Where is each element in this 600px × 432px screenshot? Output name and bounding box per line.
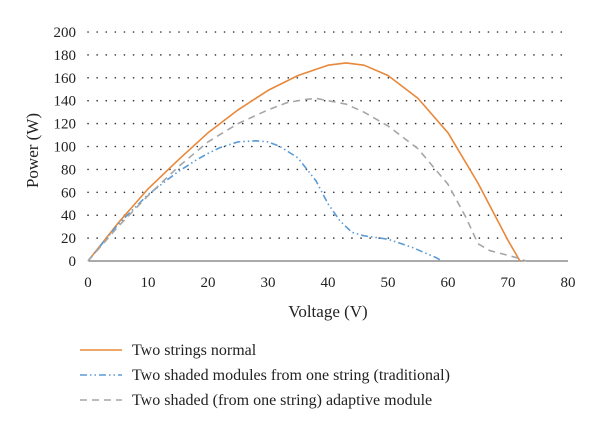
- y-tick-label: 180: [54, 48, 77, 64]
- x-tick-label: 40: [321, 275, 336, 291]
- series-line-3: [87, 97, 527, 262]
- x-axis-title: Voltage (V): [288, 302, 367, 321]
- y-tick-label: 160: [54, 71, 77, 87]
- legend-label-3: Two shaded (from one string) adaptive mo…: [132, 392, 432, 409]
- x-tick-label: 70: [501, 275, 516, 291]
- x-tick-label: 30: [261, 275, 276, 291]
- series-line-2: [87, 140, 443, 262]
- y-tick-label: 200: [54, 25, 77, 41]
- tick-labels: 0 20 40 60 80 100 120 140 160 180 200 0 10 20 30 40 50 60…: [54, 25, 576, 291]
- y-tick-label: 40: [61, 208, 76, 224]
- x-tick-label: 10: [141, 275, 156, 291]
- y-tick-label: 120: [54, 117, 77, 133]
- grid: [87, 31, 569, 239]
- x-tick-label: 60: [441, 275, 456, 291]
- y-tick-label: 80: [61, 162, 76, 178]
- series-line-1: [87, 62, 521, 262]
- y-tick-label: 140: [54, 94, 77, 110]
- x-tick-label: 20: [201, 275, 216, 291]
- y-tick-label: 100: [54, 140, 77, 156]
- series: [87, 62, 527, 262]
- legend-label-2: Two shaded modules from one string (trad…: [132, 367, 450, 384]
- x-tick-label: 50: [381, 275, 396, 291]
- y-tick-label: 20: [61, 231, 76, 247]
- legend-label-1: Two strings normal: [132, 342, 257, 359]
- legend: Two strings normal Two shaded modules fro…: [80, 342, 450, 409]
- y-tick-label: 60: [61, 185, 76, 201]
- y-axis-title: Power (W): [23, 113, 42, 188]
- x-tick-label: 0: [84, 275, 92, 291]
- x-tick-label: 80: [561, 275, 576, 291]
- y-tick-label: 0: [69, 254, 77, 270]
